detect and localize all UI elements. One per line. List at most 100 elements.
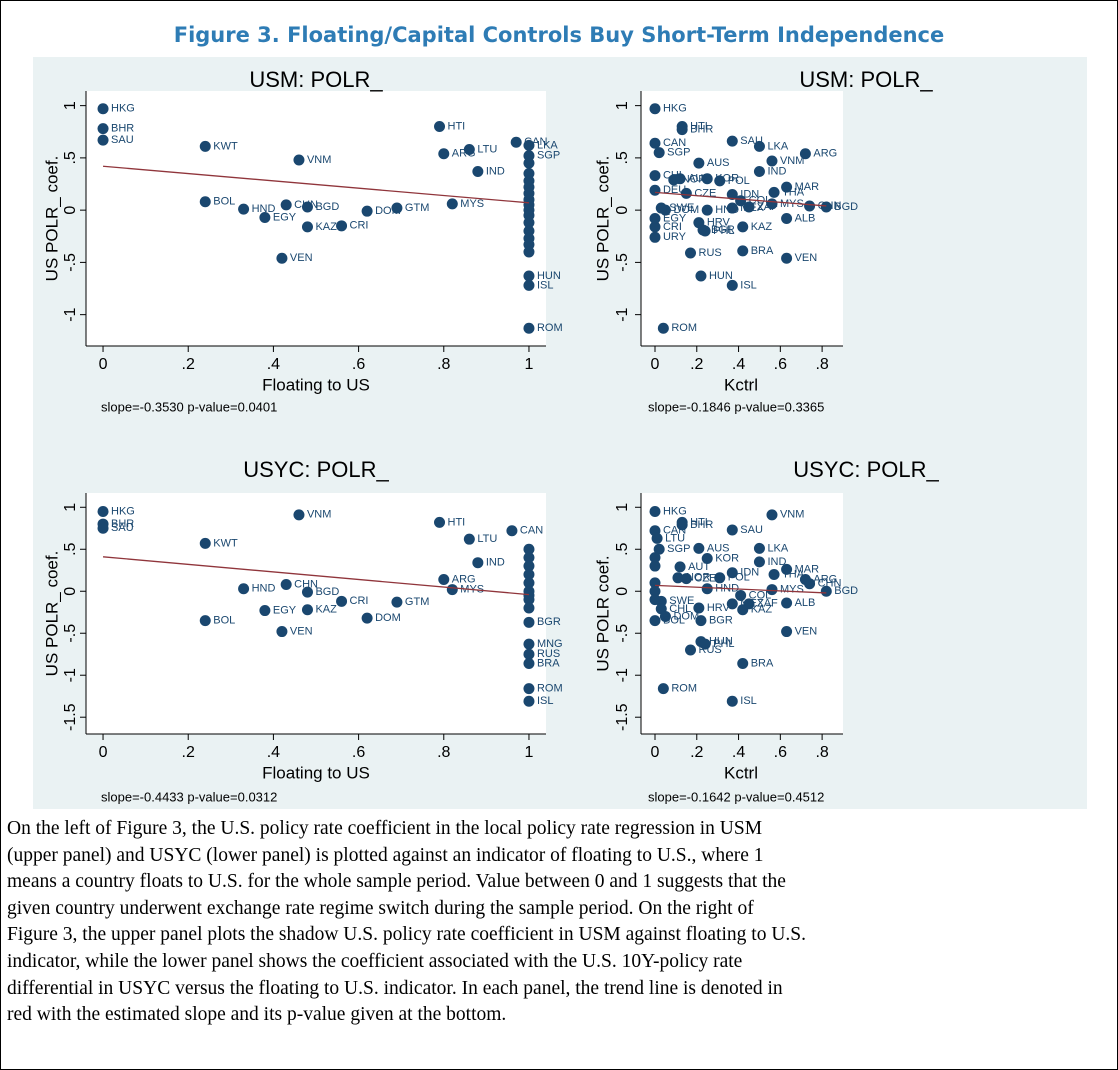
trend-line <box>654 191 827 207</box>
point <box>799 148 811 160</box>
y-tick-label: -.5 <box>614 253 631 272</box>
point <box>735 195 747 207</box>
point-label: HTI <box>448 516 466 528</box>
point <box>804 200 816 212</box>
point <box>280 579 292 591</box>
point <box>726 135 738 147</box>
point <box>293 154 305 166</box>
point-label: HKG <box>663 505 687 517</box>
point <box>199 615 211 627</box>
point-label: MYS <box>460 198 484 210</box>
point <box>438 573 450 585</box>
panel-title: USM: POLR_ <box>249 67 383 92</box>
point-label: HND <box>715 204 739 216</box>
point-label: ARG <box>813 573 837 585</box>
point-label: POL <box>728 175 750 187</box>
point-label: HRV <box>707 602 731 614</box>
point <box>97 522 109 534</box>
point <box>649 585 661 597</box>
y-tick-label: -1 <box>62 668 79 682</box>
point <box>693 157 705 169</box>
point <box>657 322 669 334</box>
point <box>97 134 109 146</box>
caption-line: means a country floats to U.S. for the w… <box>7 871 786 893</box>
panel-title: USYC: POLR_ <box>793 457 939 482</box>
point-label: BHR <box>111 123 134 135</box>
point-label: KWT <box>213 537 238 549</box>
y-tick-label: -1 <box>614 307 631 321</box>
point <box>726 279 738 291</box>
point <box>695 615 707 627</box>
point-label: BGD <box>834 201 858 213</box>
point <box>463 533 475 545</box>
caption-line: On the left of Figure 3, the U.S. policy… <box>7 818 763 839</box>
point-label: ZAF <box>757 598 778 610</box>
point-label: BHR <box>111 518 134 530</box>
y-tick-label: -1 <box>614 668 631 682</box>
point-label: IND <box>486 557 505 569</box>
point <box>649 505 661 517</box>
point-label: EGY <box>663 212 687 224</box>
point-label: CZE <box>694 573 716 585</box>
point-label: THA <box>782 568 805 580</box>
point-label: URY <box>663 231 687 243</box>
caption-line: indicator, while the lower panel shows t… <box>7 950 743 972</box>
point <box>735 589 747 601</box>
point <box>336 595 348 607</box>
point-label: CHL <box>669 603 691 615</box>
point <box>472 165 484 177</box>
x-tick-label: .8 <box>815 356 828 373</box>
point-label: VEN <box>290 625 313 637</box>
point-label: VNM <box>780 509 804 521</box>
point <box>737 245 749 257</box>
point <box>753 556 765 568</box>
x-tick-label: 1 <box>525 744 534 761</box>
y-tick-label: .5 <box>62 542 79 555</box>
point <box>293 509 305 521</box>
point <box>781 597 793 609</box>
point <box>523 602 535 614</box>
point <box>649 221 661 233</box>
point <box>523 543 535 555</box>
point <box>753 542 765 554</box>
point <box>781 626 793 638</box>
point-label: ROM <box>537 322 563 334</box>
point <box>781 252 793 264</box>
point-label: BOL <box>213 615 235 627</box>
point <box>701 583 713 595</box>
point <box>699 225 711 237</box>
point <box>506 525 518 537</box>
point <box>361 205 373 217</box>
y-tick-label: .5 <box>614 151 631 164</box>
point <box>820 585 832 597</box>
point-label: BOL <box>213 196 235 208</box>
point <box>680 187 692 199</box>
x-tick-label: .4 <box>732 744 745 761</box>
caption: On the left of Figure 3, the U.S. policy… <box>7 816 806 1029</box>
point-label: VNM <box>307 509 331 521</box>
point-label: MNG <box>537 638 563 650</box>
point <box>276 252 288 264</box>
point <box>391 596 403 608</box>
point <box>668 174 680 186</box>
point <box>804 578 816 590</box>
point <box>781 563 793 575</box>
x-tick-label: 1 <box>525 356 534 373</box>
point-label: ALB <box>795 597 816 609</box>
point-label: MYS <box>780 583 804 595</box>
caption-line: given country underwent exchange rate re… <box>7 897 754 919</box>
point-label: SGP <box>667 147 690 159</box>
point-label: IND <box>767 556 786 568</box>
point <box>701 204 713 216</box>
point-label: HTI <box>448 120 466 132</box>
point-label: COL <box>749 589 772 601</box>
point-label: HKG <box>663 103 687 115</box>
point <box>523 568 535 580</box>
point <box>726 695 738 707</box>
point <box>523 560 535 572</box>
point <box>651 532 663 544</box>
x-axis-label: Kctrl <box>724 375 758 394</box>
y-tick-label: 1 <box>62 503 79 512</box>
point-label: SGP <box>667 543 690 555</box>
point <box>523 695 535 707</box>
